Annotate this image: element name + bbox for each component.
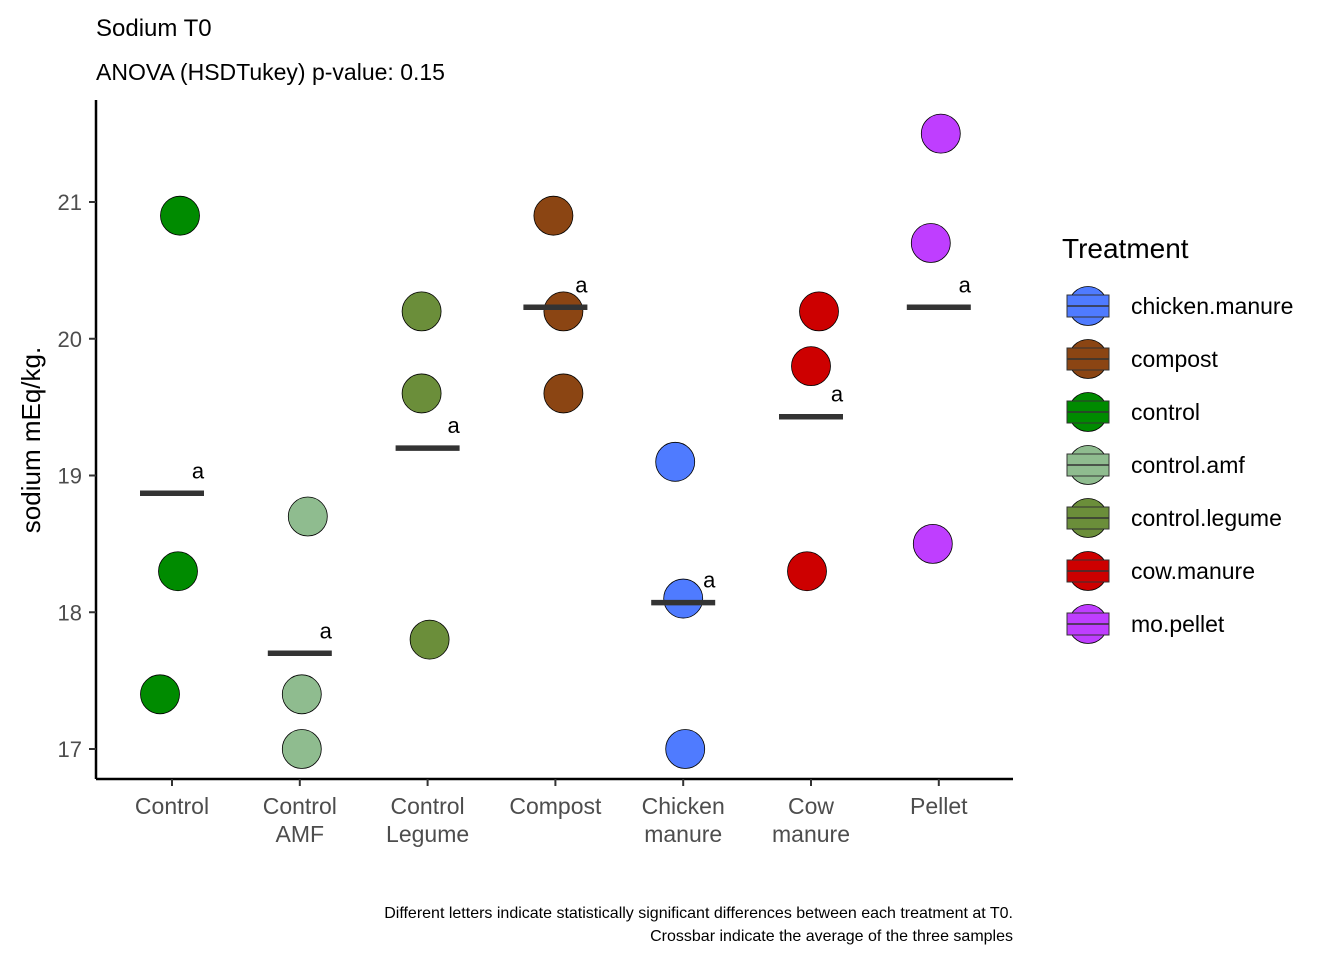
legend-label: compost xyxy=(1131,346,1219,372)
data-point xyxy=(401,373,442,414)
legend-item: mo.pellet xyxy=(1066,604,1225,644)
significance-letter: a xyxy=(703,568,716,593)
x-tick-label: Compost xyxy=(509,793,602,819)
caption-line-1: Different letters indicate statistically… xyxy=(384,905,1013,922)
legend-item: compost xyxy=(1066,339,1219,379)
chart-subtitle: ANOVA (HSDTukey) p-value: 0.15 xyxy=(96,59,445,85)
x-tick-label: Pellet xyxy=(910,793,968,819)
data-point xyxy=(791,346,831,387)
data-point xyxy=(912,523,953,564)
data-point xyxy=(287,496,328,537)
significance-letter: a xyxy=(320,618,333,643)
x-tick-label: Chicken xyxy=(642,793,725,819)
significance-letter: a xyxy=(192,458,205,483)
data-point xyxy=(663,578,704,619)
significance-letter: a xyxy=(447,413,460,438)
y-axis-label: sodium mEq/kg. xyxy=(16,347,46,533)
legend: Treatment chicken.manure compost control co… xyxy=(1062,233,1293,644)
x-tick-label: Control xyxy=(263,793,337,819)
data-point xyxy=(799,291,839,332)
x-tick-label: manure xyxy=(644,821,722,847)
data-point xyxy=(543,373,584,414)
data-point xyxy=(281,729,322,769)
y-tick-label: 17 xyxy=(58,737,82,762)
data-point xyxy=(787,551,827,592)
legend-item: chicken.manure xyxy=(1066,286,1293,326)
data-point xyxy=(543,291,584,332)
legend-label: chicken.manure xyxy=(1131,293,1293,319)
plot-area: 1718192021ControlaControlAMFaControlLegu… xyxy=(58,100,1013,847)
x-tick-label: Cow xyxy=(788,793,834,819)
legend-label: control.legume xyxy=(1131,505,1282,531)
legend-title: Treatment xyxy=(1062,233,1189,264)
data-point xyxy=(655,441,696,482)
data-point xyxy=(160,195,200,236)
data-point xyxy=(920,113,961,154)
y-tick-label: 21 xyxy=(58,190,82,215)
chart-title: Sodium T0 xyxy=(96,15,212,42)
x-tick-label: AMF xyxy=(276,821,325,847)
legend-label: mo.pellet xyxy=(1131,611,1225,637)
legend-item: cow.manure xyxy=(1066,551,1255,591)
data-point xyxy=(910,223,951,263)
data-point xyxy=(281,674,322,715)
legend-item: control xyxy=(1066,392,1200,432)
legend-item: control.legume xyxy=(1066,498,1282,538)
data-point xyxy=(140,674,180,715)
x-tick-label: manure xyxy=(772,821,850,847)
significance-letter: a xyxy=(831,382,844,407)
legend-label: cow.manure xyxy=(1131,558,1255,584)
data-point xyxy=(401,291,442,332)
legend-label: control xyxy=(1131,399,1200,425)
caption-line-2: Crossbar indicate the average of the thr… xyxy=(650,928,1013,945)
legend-label: control.amf xyxy=(1131,452,1245,478)
data-point xyxy=(409,619,450,660)
x-tick-label: Control xyxy=(135,793,209,819)
data-point xyxy=(665,729,706,769)
data-point xyxy=(533,195,574,236)
significance-letter: a xyxy=(959,272,972,297)
y-tick-label: 18 xyxy=(58,600,82,625)
y-tick-label: 19 xyxy=(58,464,82,489)
x-tick-label: Legume xyxy=(386,821,469,847)
x-tick-label: Control xyxy=(391,793,465,819)
data-point xyxy=(158,551,198,592)
y-tick-label: 20 xyxy=(58,327,82,352)
significance-letter: a xyxy=(575,272,588,297)
legend-item: control.amf xyxy=(1066,445,1245,485)
